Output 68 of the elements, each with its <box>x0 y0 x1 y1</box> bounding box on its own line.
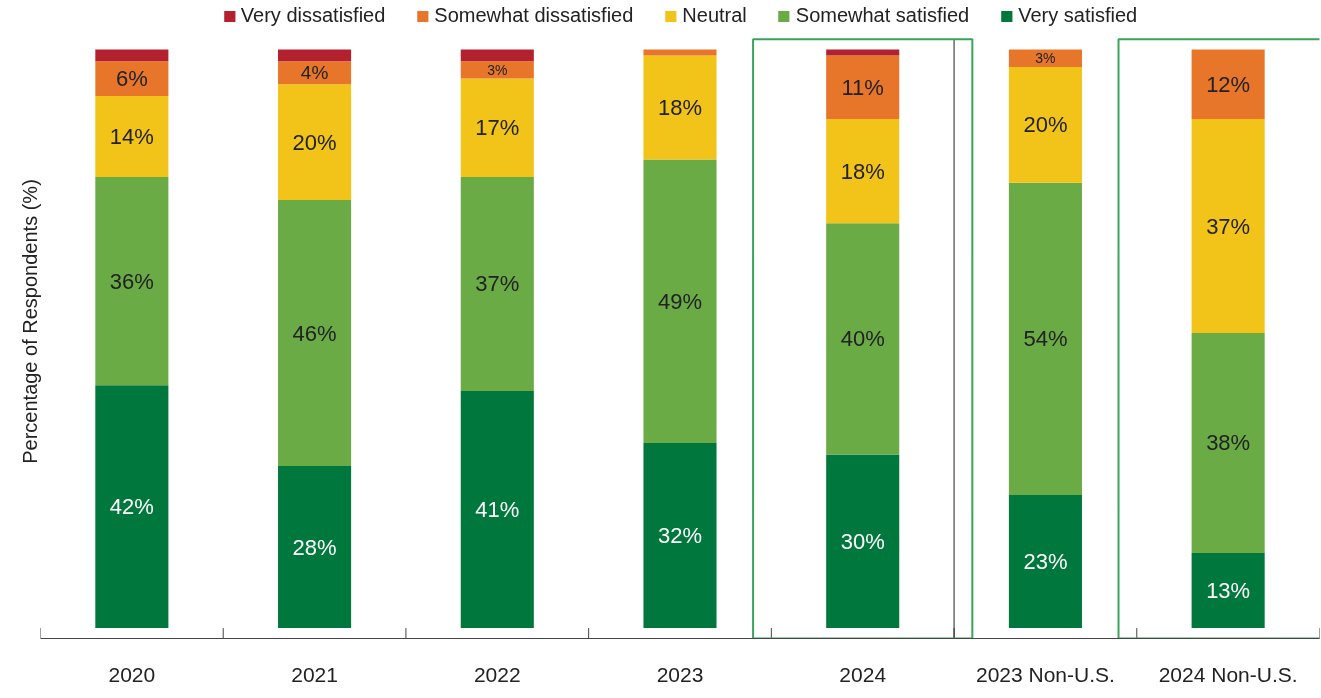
bar <box>95 49 169 62</box>
data-label: 38% <box>1206 430 1251 456</box>
data-label: 18% <box>657 94 703 120</box>
data-label: 23% <box>1023 549 1068 575</box>
data-label: 4% <box>300 62 329 84</box>
legend-label: Very satisfied <box>1018 4 1138 27</box>
bar <box>1191 119 1265 334</box>
bar <box>278 200 352 467</box>
x-tick-label: 2024 Non-U.S. <box>1158 662 1298 686</box>
data-label: 30% <box>840 528 885 554</box>
data-label: 6% <box>115 66 148 92</box>
data-label: 11% <box>841 74 884 100</box>
data-label: 49% <box>657 288 703 314</box>
x-tick-label: 2021 <box>291 662 338 686</box>
data-label: 40% <box>840 326 885 352</box>
bar <box>278 49 352 62</box>
bar <box>460 61 534 79</box>
data-label: 3% <box>1035 50 1056 67</box>
bar <box>1008 66 1082 183</box>
x-tick-label: 2022 <box>473 662 521 686</box>
data-label: 28% <box>292 534 337 560</box>
x-tick-label: 2024 <box>839 662 887 686</box>
x-tick-label: 2020 <box>108 662 156 686</box>
data-label: 41% <box>475 497 520 522</box>
legend-label: Somewhat dissatisfied <box>434 4 634 27</box>
bar <box>1008 182 1082 496</box>
bar <box>643 159 717 443</box>
bar <box>95 176 169 386</box>
bar <box>95 385 169 629</box>
bar <box>95 61 169 96</box>
data-label: 37% <box>1206 213 1251 239</box>
bar <box>95 95 169 177</box>
bar <box>1191 333 1265 553</box>
bar <box>1008 495 1082 629</box>
data-label: 37% <box>475 271 520 297</box>
bar <box>826 223 900 455</box>
bar <box>1191 49 1265 120</box>
data-label: 20% <box>1023 112 1068 138</box>
bar <box>1191 552 1265 629</box>
bar <box>460 390 534 629</box>
bar <box>460 78 534 177</box>
bar <box>278 84 352 201</box>
data-label: 12% <box>1206 71 1251 97</box>
bar <box>826 119 900 224</box>
legend-label: Somewhat satisfied <box>795 4 970 27</box>
data-label: 13% <box>1206 577 1251 603</box>
data-label: 18% <box>840 158 885 184</box>
bar <box>643 442 717 629</box>
data-label: 20% <box>292 129 337 155</box>
bar <box>460 176 534 391</box>
data-label: 3% <box>487 61 508 78</box>
legend-label: Very dissatisfied <box>240 4 386 27</box>
data-label: 14% <box>109 123 154 149</box>
data-label: 54% <box>1023 326 1068 352</box>
x-tick-label: 2023 <box>656 662 704 686</box>
data-label: 46% <box>292 320 337 346</box>
bar <box>826 55 900 120</box>
x-tick-label: 2023 Non-U.S. <box>975 662 1115 686</box>
bar <box>460 49 534 62</box>
bar <box>643 55 717 160</box>
bar <box>278 466 352 629</box>
legend-label: Neutral <box>682 4 747 27</box>
bar <box>826 454 900 629</box>
y-axis-title: Percentage of Respondents (%) <box>18 179 41 464</box>
data-label: 32% <box>657 523 703 549</box>
data-label: 17% <box>475 115 520 141</box>
data-label: 36% <box>109 268 154 294</box>
data-label: 42% <box>109 494 154 520</box>
